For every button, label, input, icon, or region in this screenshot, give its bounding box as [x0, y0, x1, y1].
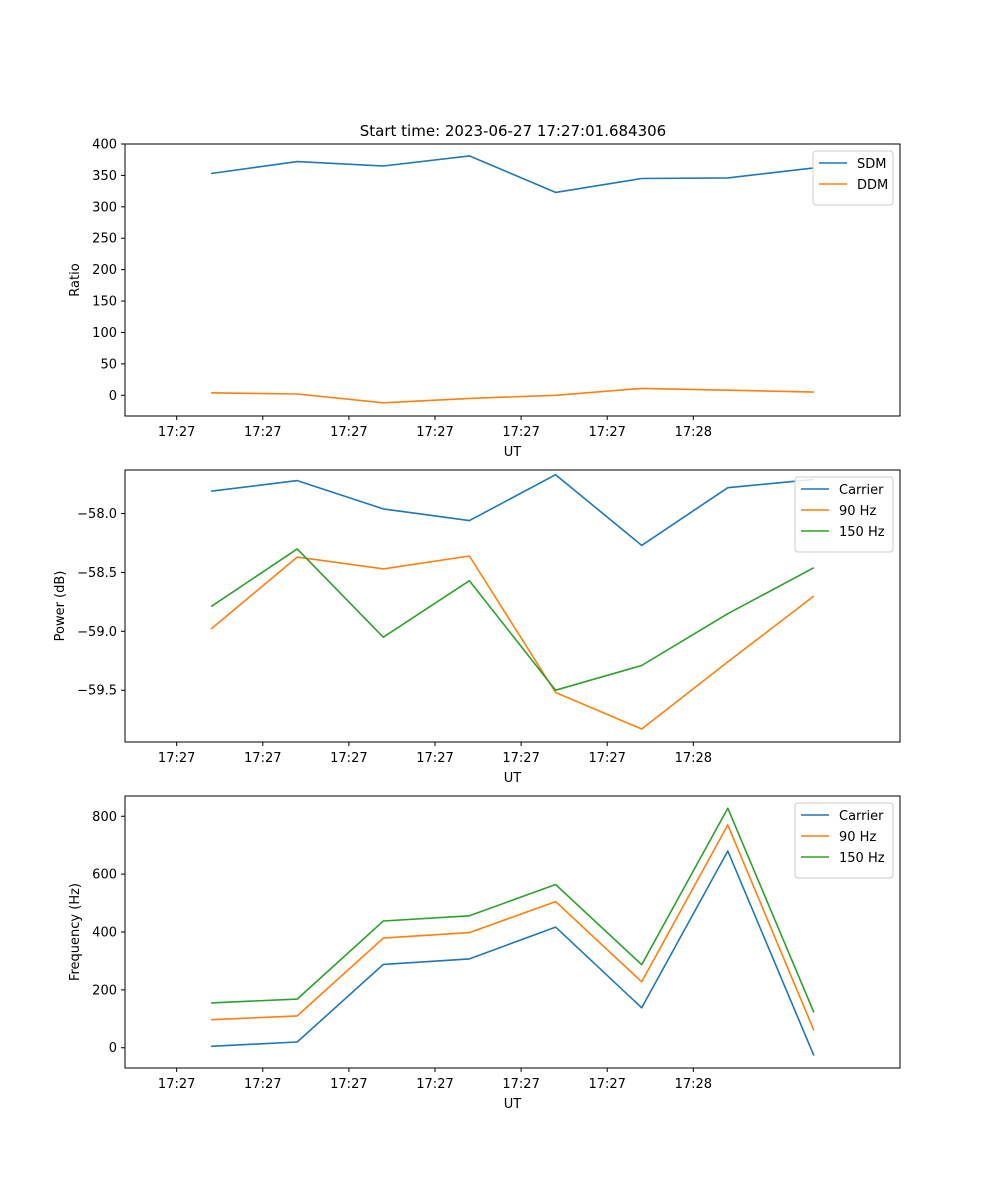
x-axis-label: UT — [504, 1097, 522, 1112]
legend-label-1: SDM — [857, 157, 886, 172]
y-axis-label: Ratio — [68, 263, 83, 296]
legend-box — [794, 802, 894, 879]
y-tick-label: −59.0 — [77, 625, 117, 640]
y-tick-label: −58.0 — [77, 507, 117, 522]
legend-label-1: Carrier — [839, 483, 884, 498]
x-tick-label: 17:27 — [330, 751, 367, 766]
y-axis-label: Frequency (Hz) — [68, 883, 83, 981]
x-tick-label: 17:27 — [244, 425, 281, 440]
x-tick-label: 17:27 — [588, 1077, 625, 1092]
x-tick-label: 17:27 — [588, 751, 625, 766]
series-line-2 — [211, 387, 814, 404]
series-line-1 — [210, 155, 814, 194]
y-tick-label: 400 — [92, 926, 117, 941]
y-tick-label: 600 — [92, 868, 117, 883]
x-tick-label: 17:27 — [244, 751, 281, 766]
y-tick-label: 200 — [92, 263, 117, 278]
legend-label-3: 150 Hz — [839, 525, 885, 540]
y-tick-label: 0 — [109, 389, 117, 404]
x-tick-label: 17:28 — [675, 751, 712, 766]
x-tick-label: 17:27 — [158, 751, 195, 766]
x-axis-label: UT — [504, 771, 522, 786]
y-axis-label: Power (dB) — [53, 571, 68, 642]
x-tick-label: 17:27 — [330, 425, 367, 440]
x-tick-label: 17:27 — [502, 1077, 539, 1092]
series-line-1 — [211, 850, 815, 1056]
plot-frame — [124, 795, 901, 1069]
series-line-3 — [210, 548, 815, 692]
chart-panel-3: 17:27 17:27 17:27 17:27 17:27 17:27 17:28 0 200 4… — [68, 795, 901, 1112]
x-tick-label: 17:27 — [158, 1077, 195, 1092]
legend: Carrier 90 Hz 150 Hz — [794, 802, 894, 879]
legend-box — [812, 150, 894, 206]
y-tick-label: 800 — [92, 810, 117, 825]
legend-label-3: 150 Hz — [839, 851, 885, 866]
legend: Carrier 90 Hz 150 Hz — [794, 476, 894, 553]
series-line-2 — [210, 555, 815, 730]
series-line-2 — [211, 824, 815, 1031]
y-tick-label: 350 — [92, 169, 117, 184]
y-tick-label: 150 — [92, 295, 117, 310]
y-tick-label: 50 — [100, 357, 117, 372]
legend-box — [794, 476, 894, 553]
x-tick-label: 17:28 — [675, 1077, 712, 1092]
x-tick-label: 17:27 — [416, 751, 453, 766]
chart-panel-2: 17:27 17:27 17:27 17:27 17:27 17:27 17:28 −58.0… — [53, 469, 901, 786]
y-tick-label: 400 — [92, 138, 117, 153]
plot-frame — [124, 469, 901, 743]
x-tick-label: 17:28 — [675, 425, 712, 440]
y-tick-label: 100 — [92, 326, 117, 341]
legend-label-2: DDM — [857, 178, 888, 193]
legend: SDM DDM — [812, 150, 894, 206]
x-tick-label: 17:27 — [502, 751, 539, 766]
y-tick-label: −59.5 — [77, 684, 117, 699]
x-tick-label: 17:27 — [416, 425, 453, 440]
x-tick-label: 17:27 — [330, 1077, 367, 1092]
y-tick-label: 300 — [92, 200, 117, 215]
chart-panels: 17:27 17:27 17:27 17:27 17:27 17:27 17:28 0 50 10… — [53, 138, 901, 1112]
x-tick-label: 17:27 — [244, 1077, 281, 1092]
x-tick-label: 17:27 — [502, 425, 539, 440]
y-tick-label: 200 — [92, 983, 117, 998]
figure-title: Start time: 2023-06-27 17:27:01.684306 — [360, 122, 666, 140]
y-tick-label: 250 — [92, 232, 117, 247]
y-tick-label: −58.5 — [77, 566, 117, 581]
series-line-3 — [211, 807, 815, 1013]
legend-label-2: 90 Hz — [839, 830, 876, 845]
x-axis-label: UT — [504, 445, 522, 460]
x-tick-label: 17:27 — [158, 425, 195, 440]
chart-panel-1: 17:27 17:27 17:27 17:27 17:27 17:27 17:28 0 50 10… — [68, 138, 901, 460]
series-line-1 — [211, 473, 814, 547]
legend-label-2: 90 Hz — [839, 504, 876, 519]
x-tick-label: 17:27 — [416, 1077, 453, 1092]
x-tick-label: 17:27 — [588, 425, 625, 440]
legend-label-1: Carrier — [839, 809, 884, 824]
y-tick-label: 0 — [109, 1041, 117, 1056]
plot-frame — [124, 143, 901, 417]
